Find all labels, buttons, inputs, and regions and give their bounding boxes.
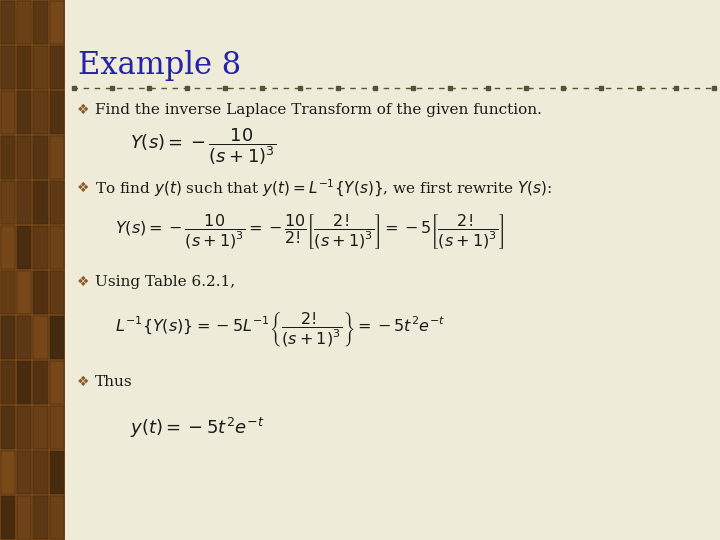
Text: To find $y(t)$ such that $y(t) = L^{-1}\{Y(s)\}$, we first rewrite $Y(s)$:: To find $y(t)$ such that $y(t) = L^{-1}\… [95, 178, 552, 199]
Bar [17, 451, 32, 494]
Bar [17, 226, 32, 269]
Bar [1, 136, 15, 179]
Bar [17, 46, 32, 89]
Text: Find the inverse Laplace Transform of the given function.: Find the inverse Laplace Transform of th… [95, 103, 542, 117]
Bar [1, 496, 15, 539]
Bar [17, 136, 32, 179]
Bar [50, 226, 64, 269]
Bar [17, 1, 32, 44]
Bar [1, 271, 15, 314]
Bar [50, 406, 64, 449]
Text: ❖: ❖ [77, 275, 89, 289]
Text: $Y(s) = -\dfrac{10}{(s+1)^3}$: $Y(s) = -\dfrac{10}{(s+1)^3}$ [130, 126, 276, 167]
Text: $L^{-1}\{Y(s)\} = -5L^{-1}\left\{\dfrac{2!}{(s+1)^3}\right\} = -5t^2e^{-t}$: $L^{-1}\{Y(s)\} = -5L^{-1}\left\{\dfrac{… [115, 311, 446, 349]
Bar [33, 1, 48, 44]
Text: ❖: ❖ [77, 375, 89, 389]
Bar [17, 496, 32, 539]
Bar [50, 181, 64, 224]
Text: Example 8: Example 8 [78, 50, 241, 81]
Bar [17, 406, 32, 449]
Bar [50, 46, 64, 89]
Bar [17, 271, 32, 314]
Bar [50, 1, 64, 44]
Text: Thus: Thus [95, 375, 132, 389]
Bar [33, 181, 48, 224]
Bar [1, 406, 15, 449]
Text: $Y(s) = -\dfrac{10}{(s+1)^3} = -\dfrac{10}{2!}\left[\dfrac{2!}{(s+1)^3}\right] =: $Y(s) = -\dfrac{10}{(s+1)^3} = -\dfrac{1… [115, 213, 504, 251]
Text: Using Table 6.2.1,: Using Table 6.2.1, [95, 275, 235, 289]
Bar [33, 451, 48, 494]
Bar [1, 46, 15, 89]
Bar [33, 226, 48, 269]
Bar [50, 316, 64, 359]
Bar [17, 181, 32, 224]
Bar [1, 451, 15, 494]
Bar [50, 271, 64, 314]
Bar [50, 451, 64, 494]
Bar [17, 361, 32, 404]
Bar [1, 91, 15, 134]
Bar [33, 136, 48, 179]
Bar [1, 226, 15, 269]
Bar [33, 316, 48, 359]
Bar [1, 1, 15, 44]
Bar [17, 316, 32, 359]
Bar [17, 91, 32, 134]
Text: ❖: ❖ [77, 103, 89, 117]
Bar [50, 91, 64, 134]
Bar [33, 91, 48, 134]
Bar [1, 181, 15, 224]
Bar [50, 136, 64, 179]
Bar [33, 406, 48, 449]
Bar [33, 361, 48, 404]
Bar [1, 316, 15, 359]
Text: $y(t) = -5t^2e^{-t}$: $y(t) = -5t^2e^{-t}$ [130, 416, 264, 440]
Bar [50, 496, 64, 539]
Bar [50, 361, 64, 404]
Text: ❖: ❖ [77, 181, 89, 195]
Bar [1, 361, 15, 404]
Bar [33, 271, 48, 314]
Bar [0, 0, 65, 540]
Bar [33, 46, 48, 89]
Bar [33, 496, 48, 539]
